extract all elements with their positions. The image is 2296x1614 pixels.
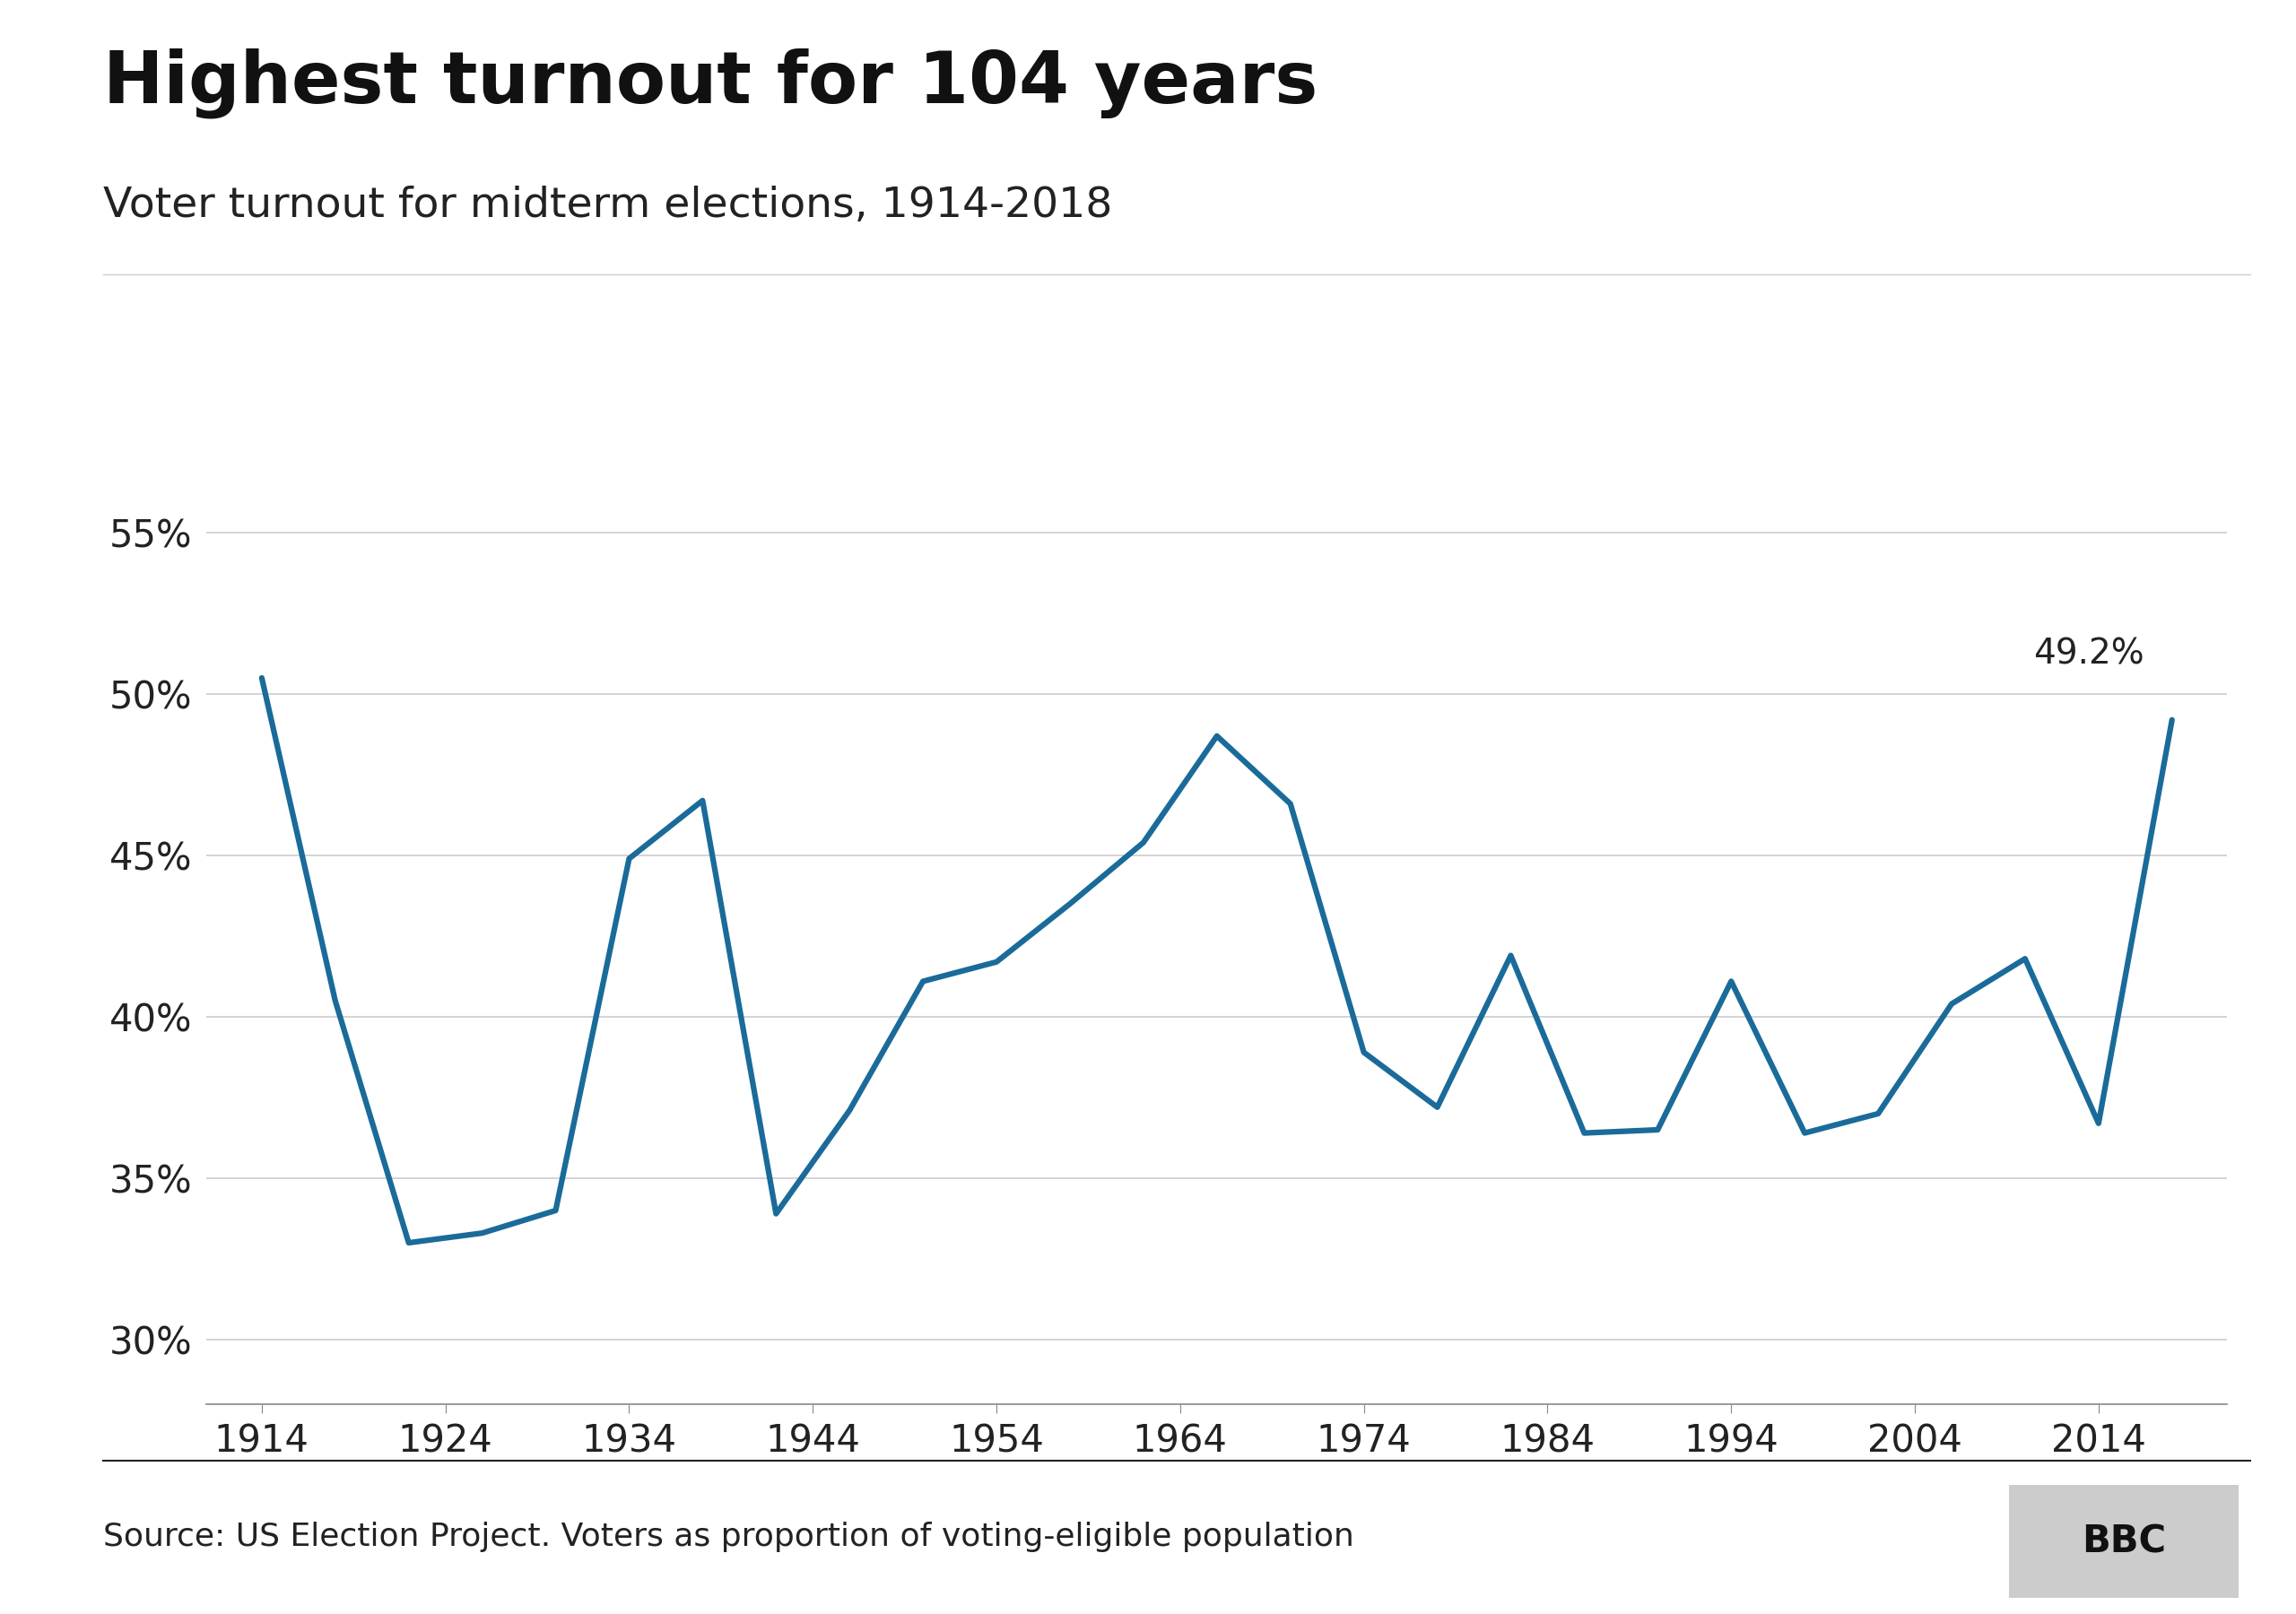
Text: Highest turnout for 104 years: Highest turnout for 104 years bbox=[103, 48, 1318, 119]
Text: 49.2%: 49.2% bbox=[2034, 638, 2144, 671]
Text: Source: US Election Project. Voters as proportion of voting-eligible population: Source: US Election Project. Voters as p… bbox=[103, 1522, 1355, 1551]
Text: Voter turnout for midterm elections, 1914-2018: Voter turnout for midterm elections, 191… bbox=[103, 186, 1114, 226]
Text: BBC: BBC bbox=[2082, 1522, 2165, 1561]
